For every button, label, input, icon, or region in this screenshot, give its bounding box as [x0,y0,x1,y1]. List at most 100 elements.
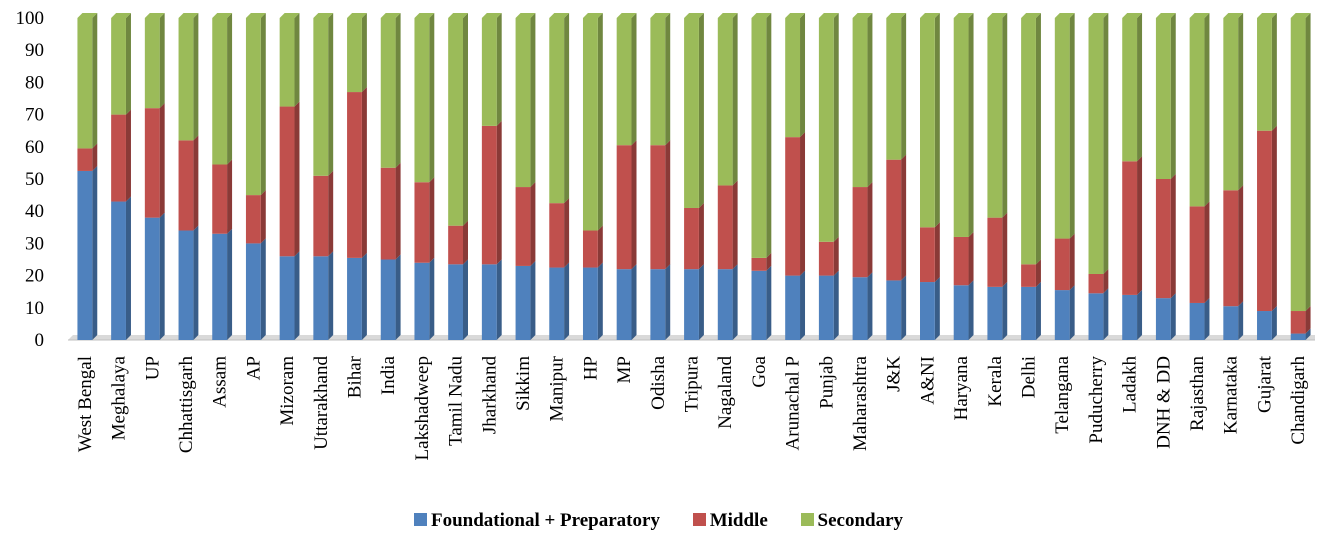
bar-ap-foundational-preparatory-side [260,238,266,340]
x-tick-label-tripura: Tripura [682,355,703,412]
x-tick-label-tamil-nadu: Tamil Nadu [446,355,467,445]
x-tick-label-kerala: Kerala [985,355,1006,406]
bar-haryana-secondary-top [953,13,974,18]
bar-maharashtra-foundational-preparatory-side [867,272,873,340]
bar-india-foundational-preparatory [380,259,396,340]
x-tick-label-ladakh: Ladakh [1120,356,1141,413]
bar-mizoram-middle-side [294,101,300,257]
bar-jharkhand-secondary [481,18,497,126]
bar-kerala-secondary-top [987,13,1008,18]
bar-puducherry-secondary-top [1088,13,1109,18]
bar-odisha-foundational-preparatory [650,269,666,340]
x-tick-label-lakshadweep: Lakshadweep [412,356,433,460]
bar-bihar-middle-side [361,87,367,258]
bar-lakshadweep-middle-side [429,177,435,263]
bar-rajasthan-middle-side [1204,201,1210,303]
bar-j-k-middle-side [901,154,907,281]
x-tick-label-rajasthan: Rajasthan [1187,356,1208,431]
bar-india-secondary [380,18,396,168]
bar-maharashtra-middle-side [867,182,873,278]
stacked-bar-chart: 0 10 20 30 40 50 60 70 80 90 100 West Bengal Meghala… [16,8,1315,460]
x-tick-label-karnataka: Karnataka [1221,355,1242,434]
bar-uttarakhand-foundational-preparatory [313,256,329,340]
bar-punjab-foundational-preparatory-side [833,270,839,340]
bar-hp-middle [582,230,598,268]
bar-india-secondary-top [380,13,401,18]
bar-puducherry-foundational-preparatory [1088,293,1104,340]
bar-nagaland-middle [717,185,733,270]
bar-kerala-foundational-preparatory-side [1002,281,1008,340]
bar-haryana-secondary-side [968,13,974,237]
bar-assam-foundational-preparatory [212,233,228,340]
bar-dnh-dd-secondary [1155,18,1171,179]
bar-up-secondary-side [159,13,165,109]
y-tick-label: 10 [25,298,44,319]
bar-uttarakhand-middle [313,175,329,257]
bar-puducherry-secondary [1088,18,1104,274]
legend-swatch-middle [692,513,706,526]
bar-kerala-secondary-side [1002,13,1008,218]
bar-telangana-middle-side [1069,233,1075,291]
bar-lakshadweep-secondary [414,18,430,183]
bar-chhattisgarh-secondary-top [178,13,199,18]
bar-j-k-secondary [886,18,902,160]
x-tick-label-manipur: Manipur [547,355,568,421]
bar-j-k-foundational-preparatory [886,280,902,340]
bar-tripura-secondary-top [684,13,704,18]
bar-ladakh-foundational-preparatory [1122,294,1138,340]
bar-puducherry-foundational-preparatory-side [1103,288,1109,340]
bar-gujarat-secondary-side [1271,13,1277,131]
bar-mp-foundational-preparatory-side [631,264,637,340]
bar-chandigarh-secondary-side [1305,13,1311,312]
bar-mizoram-secondary-side [294,13,300,107]
bar-arunachal-p-foundational-preparatory-side [800,270,806,340]
bar-jharkhand-secondary-top [481,13,502,18]
bar-maharashtra-foundational-preparatory [852,277,868,340]
bar-india-secondary-side [395,13,401,168]
bar-nagaland-middle-side [732,180,738,270]
bar-bihar-foundational-preparatory [347,257,362,340]
bar-bihar-secondary [347,18,362,93]
bar-tamil-nadu-foundational-preparatory [448,264,463,340]
bar-west-bengal-foundational-preparatory-side [92,165,98,340]
bar-assam-middle-side [227,159,233,234]
bar-gujarat-middle [1257,130,1272,312]
bar-delhi-foundational-preparatory [1021,286,1036,340]
x-tick-label-punjab: Punjab [816,356,837,409]
bar-dnh-dd-secondary-top [1155,13,1176,18]
x-tick-label-telangana: Telangana [1052,355,1073,433]
bar-tripura-secondary [684,18,699,208]
bar-telangana-foundational-preparatory [1054,290,1070,340]
x-tick-label-chhattisgarh: Chhattisgarh [176,356,197,454]
bar-rajasthan-secondary [1189,18,1205,207]
bar-west-bengal-foundational-preparatory [77,170,93,340]
bar-goa-foundational-preparatory-side [766,265,772,340]
bar-nagaland-foundational-preparatory-side [732,264,738,340]
bar-tamil-nadu-foundational-preparatory-side [462,259,468,340]
bar-assam-foundational-preparatory-side [227,228,233,340]
bar-hp-secondary [582,18,598,231]
bar-puducherry-secondary-side [1103,13,1109,274]
bar-rajasthan-secondary-side [1204,13,1210,207]
bar-nagaland-secondary [717,18,733,186]
x-tick-label-uttarakhand: Uttarakhand [311,356,332,450]
x-tick-label-ap: AP [243,356,264,380]
x-tick-label-arunachal-p: Arunachal P [783,356,804,450]
bar-uttarakhand-secondary [313,18,329,176]
bar-punjab-secondary-side [833,13,839,242]
bar-dnh-dd-middle-side [1170,174,1176,299]
x-tick-label-up: UP [142,356,163,380]
bar-chandigarh-secondary [1290,18,1306,312]
bar-up-secondary-top [144,13,165,18]
bar-arunachal-p-middle [785,137,801,276]
bar-nagaland-foundational-preparatory [717,269,733,340]
bar-odisha-middle [650,145,666,270]
legend-label-secondary: Secondary [817,510,904,531]
bar-maharashtra-middle [852,187,868,278]
x-tick-label-gujarat: Gujarat [1254,355,1275,413]
bar-west-bengal-secondary-side [92,13,98,149]
bar-karnataka-foundational-preparatory-side [1238,301,1244,340]
legend-swatch-foundational-preparatory [413,513,427,526]
bar-ladakh-secondary-top [1122,13,1143,18]
bar-jharkhand-foundational-preparatory [481,264,497,340]
